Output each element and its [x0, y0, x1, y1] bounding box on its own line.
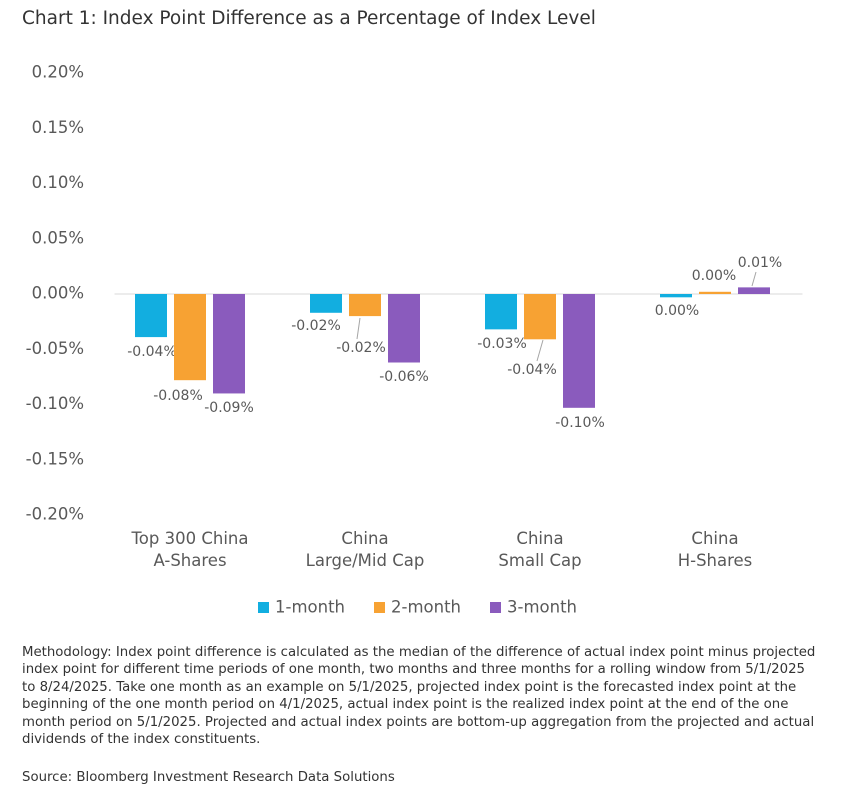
data-label: -0.10%	[555, 415, 605, 431]
legend-swatch	[490, 602, 501, 613]
data-label: -0.06%	[379, 369, 429, 385]
x-tick-label: China Small Cap	[498, 529, 582, 570]
data-label: -0.04%	[127, 344, 177, 360]
bar	[699, 291, 731, 294]
bar	[310, 294, 342, 313]
y-tick-label: -0.15%	[26, 449, 84, 468]
bar	[135, 294, 167, 338]
x-tick-label: China Large/Mid Cap	[305, 529, 425, 570]
bar	[563, 294, 595, 408]
source-note: Source: Bloomberg Investment Research Da…	[22, 770, 395, 785]
data-label: 0.00%	[692, 268, 736, 284]
methodology-note: Methodology: Index point difference is c…	[22, 645, 816, 748]
label-leader	[751, 271, 757, 287]
data-label: -0.08%	[153, 388, 203, 404]
x-tick-label: China H-Shares	[677, 529, 753, 570]
bar	[174, 294, 206, 381]
bar	[660, 294, 692, 298]
data-label: 0.01%	[738, 255, 782, 271]
data-label: -0.02%	[291, 318, 341, 334]
bar	[738, 287, 770, 294]
y-tick-label: 0.05%	[32, 228, 84, 247]
y-tick-label: 0.20%	[32, 63, 84, 82]
data-label: -0.09%	[204, 400, 254, 416]
chart-title: Chart 1: Index Point Difference as a Per…	[22, 8, 596, 29]
y-tick-label: -0.20%	[26, 505, 84, 524]
y-tick-label: -0.05%	[26, 339, 84, 358]
legend-label: 2-month	[391, 598, 461, 617]
legend-label: 1-month	[275, 598, 345, 617]
y-tick-label: 0.10%	[32, 173, 84, 192]
legend-label: 3-month	[507, 598, 577, 617]
chart: -0.20% -0.15% -0.10% -0.05% 0.00% 0.05% 0.10% 0…	[26, 63, 803, 617]
bar	[349, 294, 381, 317]
y-tick-label: 0.15%	[32, 118, 84, 137]
data-label: -0.02%	[336, 340, 386, 356]
bar	[213, 294, 245, 394]
data-label: -0.03%	[477, 336, 527, 352]
legend-swatch	[258, 602, 269, 613]
x-tick-label: Top 300 China A-Shares	[131, 529, 249, 570]
y-tick-label: -0.10%	[26, 394, 84, 413]
legend-swatch	[374, 602, 385, 613]
data-label: 0.00%	[655, 303, 699, 319]
bar	[485, 294, 517, 330]
y-tick-label: 0.00%	[32, 284, 84, 303]
bar	[524, 294, 556, 340]
bar	[388, 294, 420, 363]
label-leader	[536, 339, 544, 362]
data-label: -0.04%	[507, 362, 557, 378]
label-leader	[356, 317, 361, 340]
